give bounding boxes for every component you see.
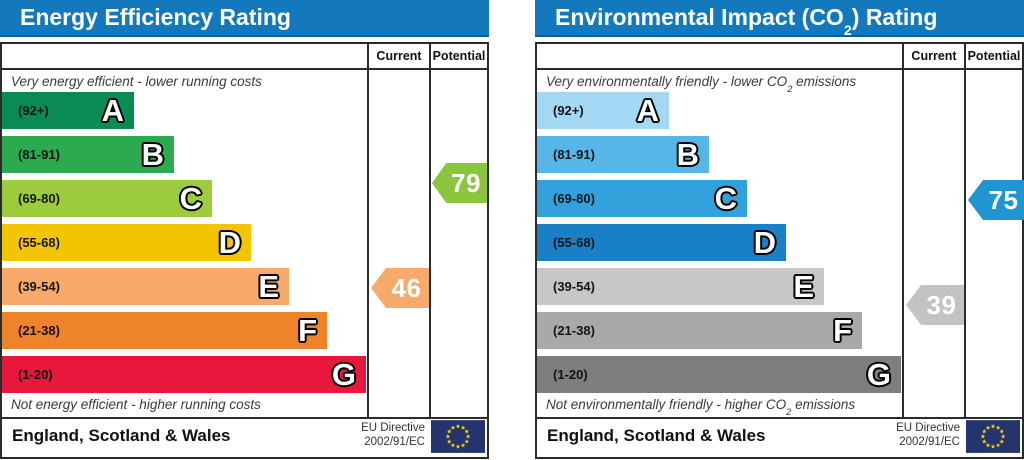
bottom-caption: Not energy efficient - higher running co…	[11, 397, 261, 416]
top-caption: Very energy efficient - lower running co…	[11, 74, 262, 93]
band-b-range: (81-91)	[18, 147, 60, 162]
band-a-range: (92+)	[553, 103, 584, 118]
band-d-letter: D	[753, 225, 776, 260]
title-text: Energy Efficiency Rating	[20, 4, 291, 30]
caption-text-end: emissions	[791, 397, 856, 412]
band-g-letter: G	[866, 357, 891, 392]
current-rating-value: 46	[391, 272, 422, 303]
band-c-row: (69-80) C	[2, 180, 212, 217]
caption-text: Very environmentally friendly - lower CO	[546, 74, 788, 89]
energy-efficiency-title: Energy Efficiency Rating	[0, 0, 489, 37]
region-label: England, Scotland & Wales	[12, 426, 231, 445]
title-subscript: 2	[843, 22, 852, 39]
band-e-letter: E	[258, 269, 279, 304]
current-rating-arrow: 46	[371, 268, 429, 308]
eu-directive-line2: 2002/91/EC	[364, 436, 425, 448]
band-g-row: (1-20) G	[537, 356, 901, 393]
bottom-caption: Not environmentally friendly - higher CO…	[546, 397, 856, 419]
band-d-range: (55-68)	[553, 235, 595, 250]
current-column-header: Current	[902, 44, 964, 68]
environmental-impact-rating-panel: Environmental Impact (CO2) Rating Curren…	[535, 0, 1024, 459]
band-g-letter: G	[331, 357, 356, 392]
band-e-range: (39-54)	[553, 279, 595, 294]
band-b-row: (81-91) B	[537, 136, 709, 173]
band-e-range: (39-54)	[18, 279, 60, 294]
band-c-letter: C	[179, 181, 202, 216]
region-label: England, Scotland & Wales	[547, 426, 766, 445]
title-text-end: ) Rating	[851, 4, 938, 30]
column-header-row: Current Potential	[2, 44, 487, 70]
band-b-letter: B	[676, 137, 699, 172]
band-f-letter: F	[833, 313, 852, 348]
current-rating-arrow: 39	[906, 285, 964, 325]
band-f-letter: F	[298, 313, 317, 348]
current-column-divider	[902, 70, 904, 417]
eu-directive-label: EU Directive 2002/91/EC	[896, 422, 966, 450]
band-d-range: (55-68)	[18, 235, 60, 250]
band-g-range: (1-20)	[18, 367, 53, 382]
band-a-row: (92+) A	[2, 92, 134, 129]
footer-row: England, Scotland & Wales EU Directive 2…	[2, 417, 487, 453]
header-spacer	[2, 44, 367, 68]
caption-text-end: emissions	[792, 74, 857, 89]
potential-column-header: Potential	[964, 44, 1022, 68]
potential-column-header: Potential	[429, 44, 487, 68]
eu-directive-line1: EU Directive	[361, 422, 425, 435]
potential-rating-arrow: 75	[968, 180, 1024, 220]
caption-text: Very energy efficient - lower running co…	[11, 74, 262, 89]
environmental-impact-title: Environmental Impact (CO2) Rating	[535, 0, 1024, 39]
band-c-letter: C	[714, 181, 737, 216]
band-c-row: (69-80) C	[537, 180, 747, 217]
eu-directive-line2: 2002/91/EC	[899, 436, 960, 448]
eu-flag-icon	[966, 419, 1020, 453]
title-text: Environmental Impact (CO	[555, 4, 844, 30]
eu-flag-icon	[431, 419, 485, 453]
caption-subscript: 2	[786, 407, 792, 419]
band-d-row: (55-68) D	[537, 224, 786, 261]
band-f-range: (21-38)	[18, 323, 60, 338]
eu-directive-label: EU Directive 2002/91/EC	[361, 422, 431, 450]
band-a-row: (92+) A	[537, 92, 669, 129]
band-a-range: (92+)	[18, 103, 49, 118]
band-b-letter: B	[141, 137, 164, 172]
current-column-divider	[367, 70, 369, 417]
rating-table: Current Potential Very energy efficient …	[0, 42, 489, 459]
band-b-range: (81-91)	[553, 147, 595, 162]
potential-column-divider	[964, 70, 966, 417]
band-g-range: (1-20)	[553, 367, 588, 382]
band-f-row: (21-38) F	[537, 312, 862, 349]
caption-subscript: 2	[787, 84, 793, 96]
top-caption: Very environmentally friendly - lower CO…	[546, 74, 857, 96]
band-e-row: (39-54) E	[2, 268, 289, 305]
chart-body: Very energy efficient - lower running co…	[2, 70, 487, 417]
current-column-header: Current	[367, 44, 429, 68]
eu-directive-line1: EU Directive	[896, 422, 960, 435]
band-d-letter: D	[218, 225, 241, 260]
caption-text: Not environmentally friendly - higher CO	[546, 397, 787, 412]
header-spacer	[537, 44, 902, 68]
current-rating-value: 39	[926, 289, 957, 320]
caption-text: Not energy efficient - higher running co…	[11, 397, 261, 412]
potential-column-divider	[429, 70, 431, 417]
chart-body: Very environmentally friendly - lower CO…	[537, 70, 1024, 419]
band-a-letter: A	[636, 93, 659, 128]
rating-table: Current Potential Very environmentally f…	[535, 42, 1024, 459]
band-e-row: (39-54) E	[537, 268, 824, 305]
potential-rating-value: 75	[988, 184, 1019, 215]
band-c-range: (69-80)	[553, 191, 595, 206]
band-a-letter: A	[101, 93, 124, 128]
column-header-row: Current Potential	[537, 44, 1022, 70]
band-f-range: (21-38)	[553, 323, 595, 338]
footer-row: England, Scotland & Wales EU Directive 2…	[537, 417, 1022, 453]
band-f-row: (21-38) F	[2, 312, 327, 349]
energy-efficiency-rating-panel: Energy Efficiency Rating Current Potenti…	[0, 0, 489, 459]
potential-rating-arrow: 79	[432, 163, 487, 203]
band-g-row: (1-20) G	[2, 356, 366, 393]
potential-rating-value: 79	[451, 167, 481, 198]
band-b-row: (81-91) B	[2, 136, 174, 173]
band-d-row: (55-68) D	[2, 224, 251, 261]
band-c-range: (69-80)	[18, 191, 60, 206]
band-e-letter: E	[793, 269, 814, 304]
